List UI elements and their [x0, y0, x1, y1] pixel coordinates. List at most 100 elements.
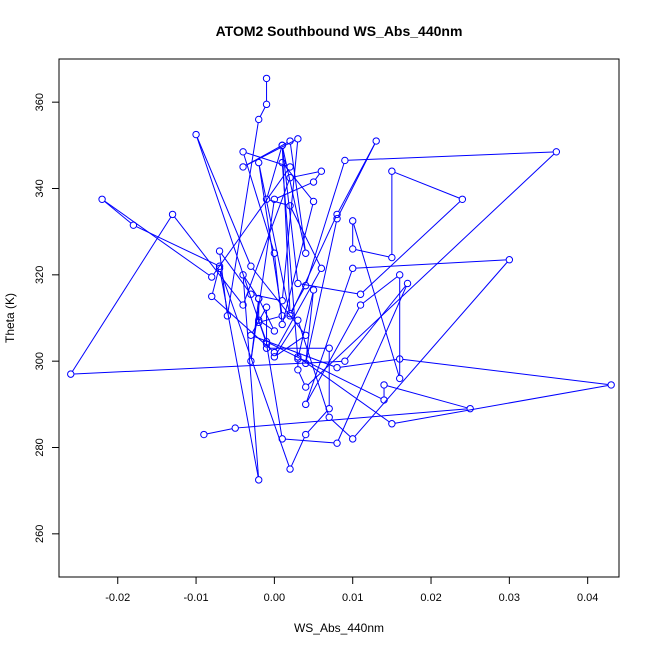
- data-point: [333, 210, 341, 219]
- data-point: [294, 316, 302, 324]
- data-point: [278, 435, 286, 443]
- data-point: [168, 210, 177, 219]
- series-segment: [283, 164, 312, 200]
- series-segment: [238, 408, 468, 429]
- series-segment: [354, 261, 508, 437]
- series-segment: [213, 169, 289, 275]
- series-segment: [298, 372, 305, 385]
- data-point: [349, 435, 357, 443]
- series-segment: [394, 384, 609, 424]
- data-point: [317, 264, 326, 273]
- data-point: [333, 363, 341, 372]
- series-segment: [290, 217, 337, 314]
- data-point: [333, 439, 341, 447]
- data-point: [262, 338, 271, 346]
- data-point: [356, 301, 365, 309]
- data-point: [255, 318, 263, 327]
- series-segment: [355, 249, 389, 258]
- series-segment: [282, 148, 299, 281]
- series-segment: [276, 336, 304, 356]
- series-segment: [290, 437, 305, 467]
- series-segment: [242, 277, 259, 477]
- data-point: [215, 262, 224, 270]
- series-segment: [244, 277, 258, 297]
- data-point: [247, 262, 255, 270]
- series-segment: [253, 335, 335, 367]
- x-tick-label: 0.03: [499, 592, 520, 604]
- data-point: [341, 156, 349, 165]
- data-point: [270, 353, 279, 361]
- data-point: [356, 290, 365, 298]
- series-segment: [252, 309, 266, 333]
- data-point: [380, 381, 388, 389]
- data-point: [278, 141, 286, 150]
- series-segment: [220, 271, 290, 467]
- data-point: [255, 294, 263, 303]
- data-point: [239, 301, 247, 309]
- series-segment: [337, 286, 407, 441]
- series-segment: [73, 360, 342, 375]
- data-point: [395, 271, 404, 279]
- series-segment: [219, 271, 259, 477]
- data-point: [302, 281, 310, 290]
- data-point: [239, 163, 247, 171]
- data-point: [325, 344, 333, 352]
- data-point: [325, 404, 333, 413]
- y-tick-label: 340: [34, 179, 46, 197]
- data-point: [286, 312, 294, 320]
- series-segment: [289, 144, 306, 251]
- series-segment: [277, 182, 311, 199]
- series-segment: [281, 148, 291, 311]
- series-segment: [353, 223, 400, 376]
- series-segment: [261, 321, 273, 330]
- data-point: [388, 167, 396, 175]
- data-point: [325, 413, 333, 421]
- data-point: [388, 420, 396, 428]
- data-point: [466, 404, 474, 413]
- data-point: [294, 355, 302, 363]
- series-segment: [394, 171, 460, 199]
- data-point: [403, 279, 412, 288]
- series-segment: [298, 292, 314, 356]
- series-segment: [355, 259, 507, 269]
- series-segment: [196, 137, 251, 264]
- data-point: [255, 476, 263, 484]
- series-segment: [212, 269, 220, 294]
- data-point: [270, 348, 279, 357]
- series-segment: [300, 358, 390, 423]
- data-point: [262, 340, 271, 348]
- data-point: [458, 195, 467, 203]
- series-segment: [293, 171, 319, 178]
- data-point: [98, 195, 106, 203]
- data-point: [129, 221, 138, 229]
- data-point: [302, 249, 310, 257]
- data-point: [302, 400, 310, 409]
- x-tick-label: -0.01: [184, 592, 209, 604]
- series-segment: [282, 204, 314, 322]
- series-segment: [362, 276, 398, 304]
- series-segment: [305, 221, 337, 361]
- data-point: [294, 279, 302, 288]
- data-point: [349, 245, 357, 253]
- data-point: [341, 357, 349, 365]
- series-segment: [275, 322, 297, 355]
- series-segment: [291, 208, 321, 266]
- data-point: [255, 316, 263, 324]
- series-segment: [259, 322, 266, 339]
- data-point: [262, 74, 271, 83]
- series-segment: [338, 143, 376, 212]
- series-segment: [243, 180, 290, 303]
- data-point: [294, 135, 302, 143]
- series-segment: [266, 346, 283, 436]
- data-point: [192, 130, 200, 139]
- x-tick-label: 0.01: [342, 592, 363, 604]
- data-point: [278, 158, 286, 167]
- series-segment: [245, 152, 288, 167]
- data-point: [317, 167, 326, 175]
- series-segment: [285, 438, 334, 444]
- data-point: [380, 396, 388, 404]
- x-tick-label: 0.02: [420, 592, 441, 604]
- data-point: [395, 355, 404, 363]
- series-segment: [213, 298, 273, 351]
- y-tick-label: 280: [34, 438, 46, 456]
